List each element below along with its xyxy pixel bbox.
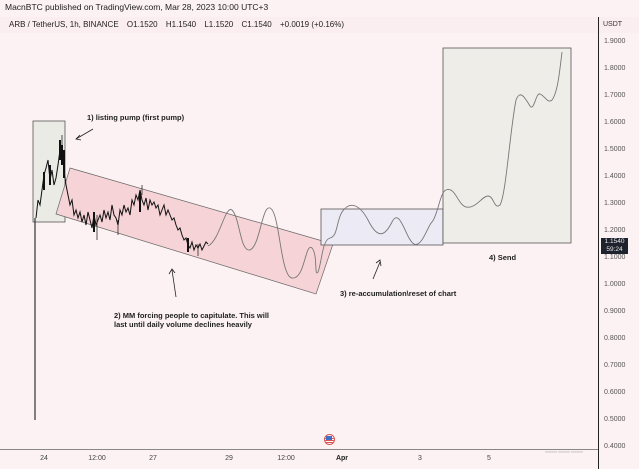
send-box[interactable] — [442, 47, 572, 244]
arrow-2 — [171, 269, 177, 298]
annotation-arrows — [75, 128, 382, 298]
arrow-3-head — [375, 259, 382, 267]
arrow-1 — [75, 128, 94, 140]
price-tick: 0.6000 — [604, 389, 626, 396]
symbol-bar — [0, 17, 639, 33]
annotation-send: 4) Send — [489, 253, 517, 262]
us-flag-event-icon[interactable] — [324, 434, 335, 445]
open-value: O1.1520 — [126, 20, 158, 29]
price-tick: 0.8000 — [604, 335, 626, 342]
time-tick: 24 — [40, 455, 48, 462]
time-tick: 3 — [418, 455, 422, 462]
price-tick: 0.4000 — [604, 443, 626, 450]
low-value: L1.1520 — [204, 20, 234, 29]
time-tick: 12:00 — [88, 455, 106, 462]
candlesticks — [35, 135, 209, 256]
symbol-name[interactable]: ARB / TetherUS, 1h, BINANCE — [9, 20, 119, 29]
time-tick: 29 — [225, 455, 233, 462]
annotation-mm-line1: 2) MM forcing people to capitulate. This… — [114, 311, 270, 320]
price-tick: 1.2000 — [604, 227, 626, 234]
price-tick: 1.0000 — [604, 281, 626, 288]
watermark: ——— — [545, 444, 584, 458]
change-value: +0.0019 (+0.16%) — [279, 20, 345, 29]
arrow-2-head — [168, 268, 176, 275]
candle-countdown: 59:24 — [606, 246, 623, 253]
time-tick-month: Apr — [335, 455, 349, 462]
price-axis-unit: USDT — [603, 21, 623, 28]
price-tick: 1.4000 — [604, 173, 626, 180]
current-price: 1.1540 — [604, 238, 625, 245]
time-axis-line — [0, 449, 598, 450]
projected-path — [207, 51, 563, 279]
time-tick: 5 — [487, 455, 491, 462]
current-price-label: 1.1540 59:24 — [601, 238, 628, 254]
reaccumulation-box[interactable] — [320, 208, 444, 246]
annotation-listing-pump: 1) listing pump (first pump) — [87, 113, 185, 122]
high-value: H1.1540 — [165, 20, 197, 29]
descending-channel[interactable] — [55, 167, 334, 295]
price-tick: 0.9000 — [604, 308, 626, 315]
time-tick: 12:00 — [277, 455, 295, 462]
price-tick: 1.6000 — [604, 119, 626, 126]
price-tick: 0.5000 — [604, 416, 626, 423]
price-tick: 0.7000 — [604, 362, 626, 369]
price-tick: 1.3000 — [604, 200, 626, 207]
annotation-mm-capitulate: 2) MM forcing people to capitulate. This… — [114, 311, 269, 329]
price-tick: 1.9000 — [604, 38, 626, 45]
price-tick: 1.1000 — [604, 254, 626, 261]
publisher-line: MacnBTC published on TradingView.com, Ma… — [5, 2, 269, 12]
price-tick: 1.7000 — [604, 92, 626, 99]
time-tick: 27 — [149, 455, 157, 462]
annotation-reaccumulation: 3) re-accumulation\reset of chart — [340, 289, 457, 298]
price-tick: 1.5000 — [604, 146, 626, 153]
price-axis-line — [598, 17, 599, 469]
arrow-3 — [372, 261, 381, 280]
ohlc-legend: ARB / TetherUS, 1h, BINANCE O1.1520 H1.1… — [9, 20, 350, 29]
close-value: C1.1540 — [241, 20, 272, 29]
price-tick: 1.8000 — [604, 65, 626, 72]
annotation-mm-line2: last until daily volume declines heavily — [114, 320, 252, 329]
arrow-1-head — [75, 134, 82, 141]
